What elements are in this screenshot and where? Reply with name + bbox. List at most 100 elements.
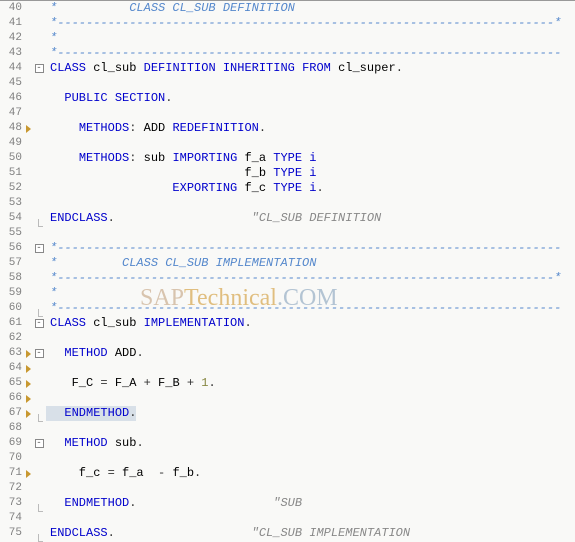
code-line[interactable]: 56-*------------------------------------… bbox=[0, 241, 575, 256]
line-number: 63 bbox=[0, 346, 24, 361]
code-content[interactable]: ENDCLASS. "CL_SUB IMPLEMENTATION bbox=[46, 526, 410, 541]
line-number: 75 bbox=[0, 526, 24, 541]
code-line[interactable]: 59* bbox=[0, 286, 575, 301]
code-content[interactable]: METHOD sub. bbox=[46, 436, 144, 451]
fold-gutter[interactable]: - bbox=[32, 319, 46, 328]
code-line[interactable]: 60*-------------------------------------… bbox=[0, 301, 575, 316]
code-content[interactable]: METHOD ADD. bbox=[46, 346, 144, 361]
line-number: 49 bbox=[0, 136, 24, 151]
code-line[interactable]: 68 bbox=[0, 421, 575, 436]
line-number: 44 bbox=[0, 61, 24, 76]
code-line[interactable]: 69 - METHOD sub. bbox=[0, 436, 575, 451]
code-line[interactable]: 61 -CLASS cl_sub IMPLEMENTATION. bbox=[0, 316, 575, 331]
code-line[interactable]: 54 ENDCLASS. "CL_SUB DEFINITION bbox=[0, 211, 575, 226]
code-content[interactable]: CLASS cl_sub DEFINITION INHERITING FROM … bbox=[46, 61, 403, 76]
code-content[interactable]: * CLASS CL_SUB DEFINITION bbox=[46, 1, 295, 16]
line-number: 55 bbox=[0, 226, 24, 241]
fold-gutter[interactable]: - bbox=[32, 64, 46, 73]
line-number: 70 bbox=[0, 451, 24, 466]
code-content[interactable]: ENDMETHOD. bbox=[46, 406, 136, 421]
code-editor[interactable]: 40* CLASS CL_SUB DEFINITION41*----------… bbox=[0, 0, 575, 542]
line-number: 51 bbox=[0, 166, 24, 181]
code-line[interactable]: 52 EXPORTING f_c TYPE i. bbox=[0, 181, 575, 196]
code-line[interactable]: 53 bbox=[0, 196, 575, 211]
code-content[interactable]: CLASS cl_sub IMPLEMENTATION. bbox=[46, 316, 252, 331]
code-content[interactable]: F_C = F_A + F_B + 1. bbox=[46, 376, 216, 391]
code-line[interactable]: 66 bbox=[0, 391, 575, 406]
breakpoint-gutter[interactable] bbox=[24, 395, 32, 403]
line-number: 61 bbox=[0, 316, 24, 331]
code-line[interactable]: 44 -CLASS cl_sub DEFINITION INHERITING FR… bbox=[0, 61, 575, 76]
breakpoint-gutter[interactable] bbox=[24, 470, 32, 478]
code-line[interactable]: 58 *-------------------------------------… bbox=[0, 271, 575, 286]
breakpoint-gutter[interactable] bbox=[24, 380, 32, 388]
code-line[interactable]: 71 f_c = f_a - f_b. bbox=[0, 466, 575, 481]
code-line[interactable]: 72 bbox=[0, 481, 575, 496]
code-content[interactable]: * CLASS CL_SUB IMPLEMENTATION bbox=[46, 256, 316, 271]
line-number: 50 bbox=[0, 151, 24, 166]
code-line[interactable]: 55 bbox=[0, 226, 575, 241]
code-content[interactable]: METHODS: ADD REDEFINITION. bbox=[46, 121, 266, 136]
code-line[interactable]: 50 METHODS: sub IMPORTING f_a TYPE i bbox=[0, 151, 575, 166]
code-content[interactable]: ENDCLASS. "CL_SUB DEFINITION bbox=[46, 211, 381, 226]
code-content[interactable]: EXPORTING f_c TYPE i. bbox=[46, 181, 324, 196]
code-line[interactable]: 47 bbox=[0, 106, 575, 121]
line-number: 74 bbox=[0, 511, 24, 526]
fold-toggle-icon[interactable]: - bbox=[35, 244, 44, 253]
code-content[interactable]: *---------------------------------------… bbox=[46, 241, 561, 256]
breakpoint-marker-icon bbox=[26, 470, 31, 478]
code-line[interactable]: 74 bbox=[0, 511, 575, 526]
code-content[interactable]: *---------------------------------------… bbox=[46, 46, 561, 61]
code-line[interactable]: 40* CLASS CL_SUB DEFINITION bbox=[0, 1, 575, 16]
line-number: 57 bbox=[0, 256, 24, 271]
code-line[interactable]: 45 bbox=[0, 76, 575, 91]
fold-toggle-icon[interactable]: - bbox=[35, 319, 44, 328]
code-line[interactable]: 41*-------------------------------------… bbox=[0, 16, 575, 31]
breakpoint-marker-icon bbox=[26, 365, 31, 373]
fold-toggle-icon[interactable]: - bbox=[35, 64, 44, 73]
code-line[interactable]: 62 bbox=[0, 331, 575, 346]
code-line[interactable]: 57 * CLASS CL_SUB IMPLEMENTATION bbox=[0, 256, 575, 271]
fold-end-icon bbox=[38, 534, 39, 542]
code-line[interactable]: 43 *-------------------------------------… bbox=[0, 46, 575, 61]
code-content[interactable]: ENDMETHOD. "SUB bbox=[46, 496, 302, 511]
line-number: 58 bbox=[0, 271, 24, 286]
line-number: 66 bbox=[0, 391, 24, 406]
line-number: 46 bbox=[0, 91, 24, 106]
code-line[interactable]: 67 ENDMETHOD. bbox=[0, 406, 575, 421]
code-content[interactable]: f_c = f_a - f_b. bbox=[46, 466, 201, 481]
code-line[interactable]: 48 METHODS: ADD REDEFINITION. bbox=[0, 121, 575, 136]
line-number: 54 bbox=[0, 211, 24, 226]
code-line[interactable]: 73 ENDMETHOD. "SUB bbox=[0, 496, 575, 511]
breakpoint-gutter[interactable] bbox=[24, 125, 32, 133]
code-content[interactable]: *---------------------------------------… bbox=[46, 301, 561, 316]
code-line[interactable]: 46 PUBLIC SECTION. bbox=[0, 91, 575, 106]
code-line[interactable]: 49 bbox=[0, 136, 575, 151]
fold-gutter[interactable]: - bbox=[32, 244, 46, 253]
code-content[interactable]: * bbox=[46, 286, 57, 301]
code-content[interactable]: METHODS: sub IMPORTING f_a TYPE i bbox=[46, 151, 317, 166]
fold-gutter[interactable]: - bbox=[32, 349, 46, 358]
code-line[interactable]: 65 F_C = F_A + F_B + 1. bbox=[0, 376, 575, 391]
breakpoint-gutter[interactable] bbox=[24, 350, 32, 358]
code-line[interactable]: 70 bbox=[0, 451, 575, 466]
code-line[interactable]: 51 f_b TYPE i bbox=[0, 166, 575, 181]
code-content[interactable]: f_b TYPE i bbox=[46, 166, 316, 181]
code-line[interactable]: 75 ENDCLASS. "CL_SUB IMPLEMENTATION bbox=[0, 526, 575, 541]
fold-toggle-icon[interactable]: - bbox=[35, 349, 44, 358]
line-number: 43 bbox=[0, 46, 24, 61]
code-line[interactable]: 63 - METHOD ADD. bbox=[0, 346, 575, 361]
fold-end-icon bbox=[38, 219, 39, 227]
fold-toggle-icon[interactable]: - bbox=[35, 439, 44, 448]
code-content[interactable]: *---------------------------------------… bbox=[46, 271, 561, 286]
code-content[interactable]: PUBLIC SECTION. bbox=[46, 91, 172, 106]
line-number: 69 bbox=[0, 436, 24, 451]
code-line[interactable]: 42* bbox=[0, 31, 575, 46]
breakpoint-gutter[interactable] bbox=[24, 365, 32, 373]
breakpoint-gutter[interactable] bbox=[24, 410, 32, 418]
breakpoint-marker-icon bbox=[26, 410, 31, 418]
fold-gutter[interactable]: - bbox=[32, 439, 46, 448]
code-content[interactable]: *---------------------------------------… bbox=[46, 16, 561, 31]
code-content[interactable]: * bbox=[46, 31, 57, 46]
code-line[interactable]: 64 bbox=[0, 361, 575, 376]
